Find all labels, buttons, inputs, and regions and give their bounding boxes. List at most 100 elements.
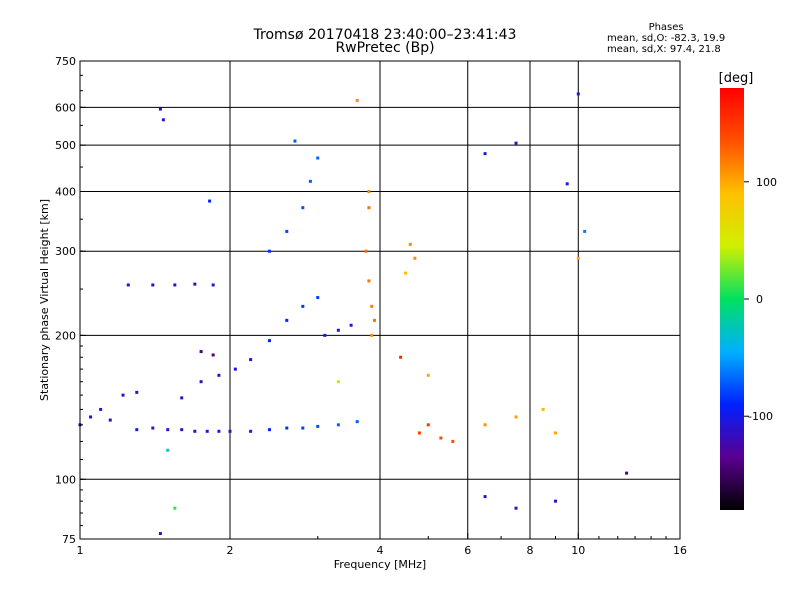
x-ticks: 1 2 4 6 8 10 16: [77, 533, 687, 557]
echo-point: [233, 367, 237, 371]
colorbar-ticks: -100 0 100: [744, 176, 777, 423]
y-tick-label: 100: [55, 473, 76, 486]
echo-point: [166, 428, 170, 432]
echo-point: [451, 439, 455, 443]
x-tick-label: 8: [527, 544, 534, 557]
echo-point: [135, 428, 139, 432]
colorbar: [720, 88, 744, 510]
echo-point: [483, 152, 487, 156]
phase-stats-x: mean, sd,X: 97.4, 21.8: [607, 44, 721, 55]
echo-point: [211, 353, 215, 357]
x-tick-label: 2: [227, 544, 234, 557]
echo-point: [316, 424, 320, 428]
echo-point: [426, 373, 430, 377]
echo-point: [249, 358, 253, 362]
colorbar-tick-label: 100: [756, 176, 777, 189]
echo-point: [576, 256, 580, 260]
phase-stats-header: Phases: [648, 22, 684, 33]
echo-point: [166, 448, 170, 452]
echo-point: [565, 182, 569, 186]
echo-point: [151, 283, 155, 287]
y-axis-label: Stationary phase Virtual Height [km]: [38, 199, 51, 401]
echo-point: [403, 271, 407, 275]
echo-point: [625, 471, 629, 475]
echo-point: [208, 199, 212, 203]
phase-stats-o: mean, sd,O: -82.3, 19.9: [607, 33, 726, 44]
echo-point: [217, 429, 221, 433]
y-ticks: 75 100 200 300 400 500 600 750: [55, 55, 86, 546]
echo-point: [99, 407, 103, 411]
echo-point: [541, 407, 545, 411]
echo-point: [367, 279, 371, 283]
y-tick-label: 750: [55, 55, 76, 68]
echo-point: [373, 318, 377, 322]
x-tick-label: 4: [377, 544, 384, 557]
echo-point: [301, 426, 305, 430]
echo-points: [78, 92, 629, 536]
echo-point: [553, 499, 557, 503]
echo-point: [135, 390, 139, 394]
echo-point: [370, 333, 374, 337]
echo-point: [193, 282, 197, 286]
echo-point: [439, 436, 443, 440]
echo-point: [514, 415, 518, 419]
echo-point: [285, 229, 289, 233]
echo-point: [199, 350, 203, 354]
echo-point: [193, 429, 197, 433]
echo-point: [301, 304, 305, 308]
echo-point: [267, 339, 271, 343]
y-tick-label: 600: [55, 101, 76, 114]
x-tick-label: 1: [77, 544, 84, 557]
echo-point: [316, 296, 320, 300]
echo-point: [151, 426, 155, 430]
echo-point: [108, 418, 112, 422]
echo-point: [514, 141, 518, 145]
echo-point: [355, 99, 359, 103]
echo-point: [426, 423, 430, 427]
colorbar-tick-label: -100: [748, 410, 773, 423]
echo-point: [161, 118, 165, 122]
echo-point: [180, 428, 184, 432]
colorbar-label: [deg]: [719, 71, 754, 86]
echo-point: [158, 107, 162, 111]
x-axis-label: Frequency [MHz]: [334, 558, 426, 571]
chart-title: Tromsø 20170418 23:40:00–23:41:43: [253, 27, 517, 43]
phase-stats: Phases mean, sd,O: -82.3, 19.9 mean, sd,…: [607, 22, 725, 55]
echo-point: [211, 283, 215, 287]
echo-point: [180, 396, 184, 400]
echo-point: [267, 428, 271, 432]
echo-point: [126, 283, 130, 287]
echo-point: [285, 426, 289, 430]
echo-point: [267, 249, 271, 253]
echo-point: [121, 393, 125, 397]
echo-point: [205, 429, 209, 433]
echo-point: [364, 249, 368, 253]
echo-point: [336, 423, 340, 427]
echo-point: [336, 328, 340, 332]
x-tick-label: 6: [464, 544, 471, 557]
y-tick-label: 200: [55, 329, 76, 342]
echo-point: [355, 420, 359, 424]
echo-point: [158, 532, 162, 536]
echo-point: [576, 92, 580, 96]
echo-point: [367, 206, 371, 210]
y-tick-label: 500: [55, 139, 76, 152]
echo-point: [413, 256, 417, 260]
echo-point: [336, 380, 340, 384]
echo-point: [199, 380, 203, 384]
echo-point: [301, 206, 305, 210]
echo-point: [370, 304, 374, 308]
echo-point: [228, 429, 232, 433]
y-tick-label: 400: [55, 185, 76, 198]
echo-point: [285, 318, 289, 322]
y-tick-label: 300: [55, 245, 76, 258]
echo-point: [483, 423, 487, 427]
x-tick-label: 10: [571, 544, 585, 557]
echo-point: [553, 431, 557, 435]
y-tick-label: 75: [62, 533, 76, 546]
echo-point: [316, 156, 320, 160]
echo-point: [89, 415, 93, 419]
echo-point: [483, 495, 487, 499]
echo-point: [173, 506, 177, 510]
